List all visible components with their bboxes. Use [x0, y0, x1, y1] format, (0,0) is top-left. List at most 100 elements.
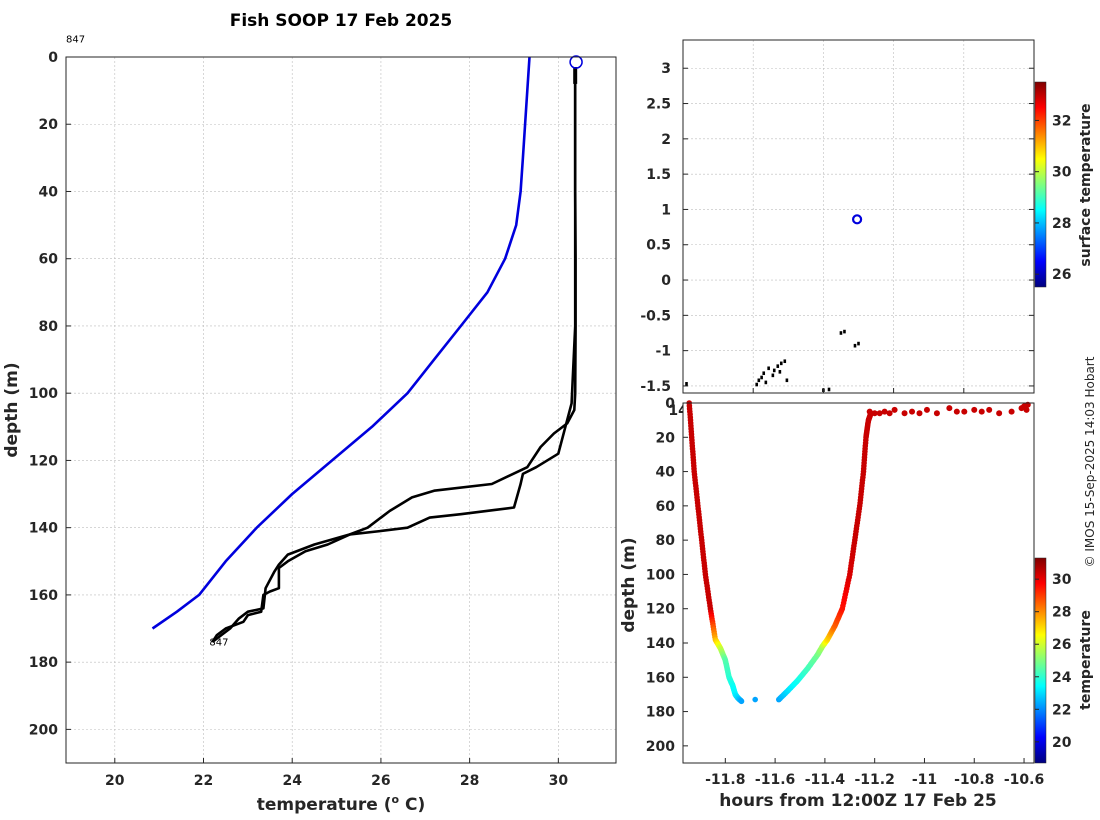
profile-xtick-label: 28 [460, 773, 479, 789]
track-point [771, 373, 775, 378]
track-point [778, 370, 782, 374]
profile-xtick-label: 30 [549, 773, 569, 789]
surface-point [916, 410, 923, 417]
depth-time-background [683, 403, 1034, 763]
depth-time-axes: -11.8 -11.6 -11.4 -11.2 -11 -10.8 -10.6 0 20 40 60… [619, 396, 1094, 811]
surface-point [909, 408, 916, 415]
track-point [827, 387, 831, 392]
surface-point [886, 410, 893, 417]
profile-ytick-label: 200 [29, 722, 58, 738]
profile-ytick-label: 20 [39, 117, 59, 133]
track-frame [682, 39, 1035, 394]
track-ytick-label: 3 [661, 61, 671, 77]
track-ytick-label: 0 [661, 273, 671, 289]
profile-xlabel-main: temperature ( [257, 795, 392, 815]
depth-time-xtick-label: -11.2 [855, 772, 895, 788]
profile-ylabel: depth (m) [2, 362, 22, 457]
temp-colorbar-tick-label: 26 [1052, 637, 1071, 653]
profile-axes: 20 22 24 26 28 30020406080100120140160180200 … [2, 35, 617, 815]
depth-time-xlabel: hours from 12:00Z 17 Feb 25 [719, 791, 997, 811]
depth-time-xtick-label: -11.4 [805, 772, 846, 788]
track-ytick-label: 1.5 [646, 167, 671, 183]
track-point [767, 366, 770, 371]
profile-line-black [211, 67, 577, 644]
profile-ytick-label: 80 [39, 319, 59, 335]
track-position-marker [851, 214, 863, 225]
surface-point [1008, 408, 1015, 415]
track-ytick-label: -0.5 [640, 308, 671, 324]
profile-ytick-label: 120 [29, 453, 58, 469]
surface-point [996, 410, 1003, 417]
track-points [685, 214, 863, 392]
profile-surface-mark [573, 67, 578, 84]
profile-line-black [211, 67, 577, 643]
track-point [762, 371, 766, 376]
descent-point [738, 698, 745, 705]
track-point [776, 364, 780, 368]
surface-point [891, 406, 898, 413]
track-point [779, 361, 783, 366]
profile-annotation-top: 847 [66, 35, 85, 46]
profile-xtick-label: 22 [194, 773, 213, 789]
depth-time-xtick-label: -10.8 [954, 772, 994, 788]
track-point [839, 331, 843, 335]
depth-time-ytick-label: 100 [646, 567, 675, 583]
profile-annotation-bottom: 847 [209, 637, 228, 648]
temp-colorbar-ticks: 20 22 24 26 28 30 [1035, 572, 1072, 751]
profile-ytick-label: 180 [29, 655, 58, 671]
track-point [843, 329, 846, 334]
surface-point [986, 406, 993, 413]
track-axes: 143144145146147-1.5-1-0.500.511.522.53 2… [640, 39, 1094, 419]
depth-time-ytick-label: 60 [656, 499, 676, 515]
depth-time-ticks: -11.8 -11.6 -11.4 -11.2 -11 -10.8 -10.6 0 20 40 60… [646, 396, 1044, 788]
track-ticks: 143144145146147-1.5-1-0.500.511.522.53 [640, 61, 1034, 419]
track-point [853, 343, 857, 348]
temp-colorbar-tick-label: 22 [1052, 702, 1071, 718]
profile-ytick-label: 40 [39, 184, 59, 200]
surface-point [961, 408, 968, 415]
profile-annotations: 847 847 [66, 35, 228, 649]
track-point [764, 380, 768, 385]
track-point [857, 341, 860, 346]
temp-colorbar-tick-label: 24 [1052, 670, 1072, 686]
temp-colorbar-label: temperature [1078, 610, 1094, 710]
profile-ticks: 20 22 24 26 28 30 0 20 40 60 80 100 120 140 160 180 200 [29, 50, 569, 789]
depth-time-xtick-label: -10.6 [1004, 772, 1044, 788]
profile-ytick-label: 160 [29, 588, 58, 604]
surface-temp-colorbar-tick-label: 28 [1052, 216, 1071, 232]
temp-colorbar [1034, 557, 1047, 764]
surface-point [881, 408, 888, 415]
surface-temp-colorbar-tick-label: 32 [1052, 113, 1071, 129]
surface-point [871, 410, 878, 417]
depth-time-points [686, 400, 1031, 705]
credit-text: © IMOS 15-Sep-2025 14:03 Hobart [1083, 356, 1097, 567]
depth-time-ytick-label: 160 [646, 670, 675, 686]
profile-ytick-label: 140 [29, 521, 58, 537]
temp-colorbar-tick-label: 30 [1052, 572, 1072, 588]
track-ytick-label: -1 [655, 344, 671, 360]
depth-time-ytick-label: 20 [656, 430, 676, 446]
depth-time-ytick-label: 180 [646, 705, 675, 721]
track-ytick-label: -1.5 [640, 379, 671, 395]
profile-grid [66, 56, 616, 763]
profile-xlabel: temperature (o C) [257, 793, 426, 815]
surface-point [901, 410, 908, 417]
profile-xlabel-end: C) [399, 795, 425, 815]
profile-xtick-label: 20 [105, 773, 125, 789]
profile-line-blue [151, 56, 531, 630]
track-point [772, 368, 776, 373]
track-point [685, 382, 688, 386]
profile-xtick-label: 24 [282, 773, 302, 789]
profile-ytick-label: 60 [39, 252, 59, 268]
profile-xtick-label: 26 [371, 773, 390, 789]
track-ytick-label: 0.5 [646, 238, 671, 254]
depth-time-frame [682, 402, 1035, 764]
surface-point [978, 408, 985, 415]
surface-temp-colorbar-ticks: 26 28 30 32 [1035, 113, 1072, 283]
surface-temp-colorbar [1034, 81, 1047, 288]
track-grid [682, 40, 1034, 393]
track-ytick-label: 1 [661, 202, 671, 218]
bottom-point [752, 696, 758, 703]
depth-time-xtick-label: -11.6 [755, 772, 795, 788]
